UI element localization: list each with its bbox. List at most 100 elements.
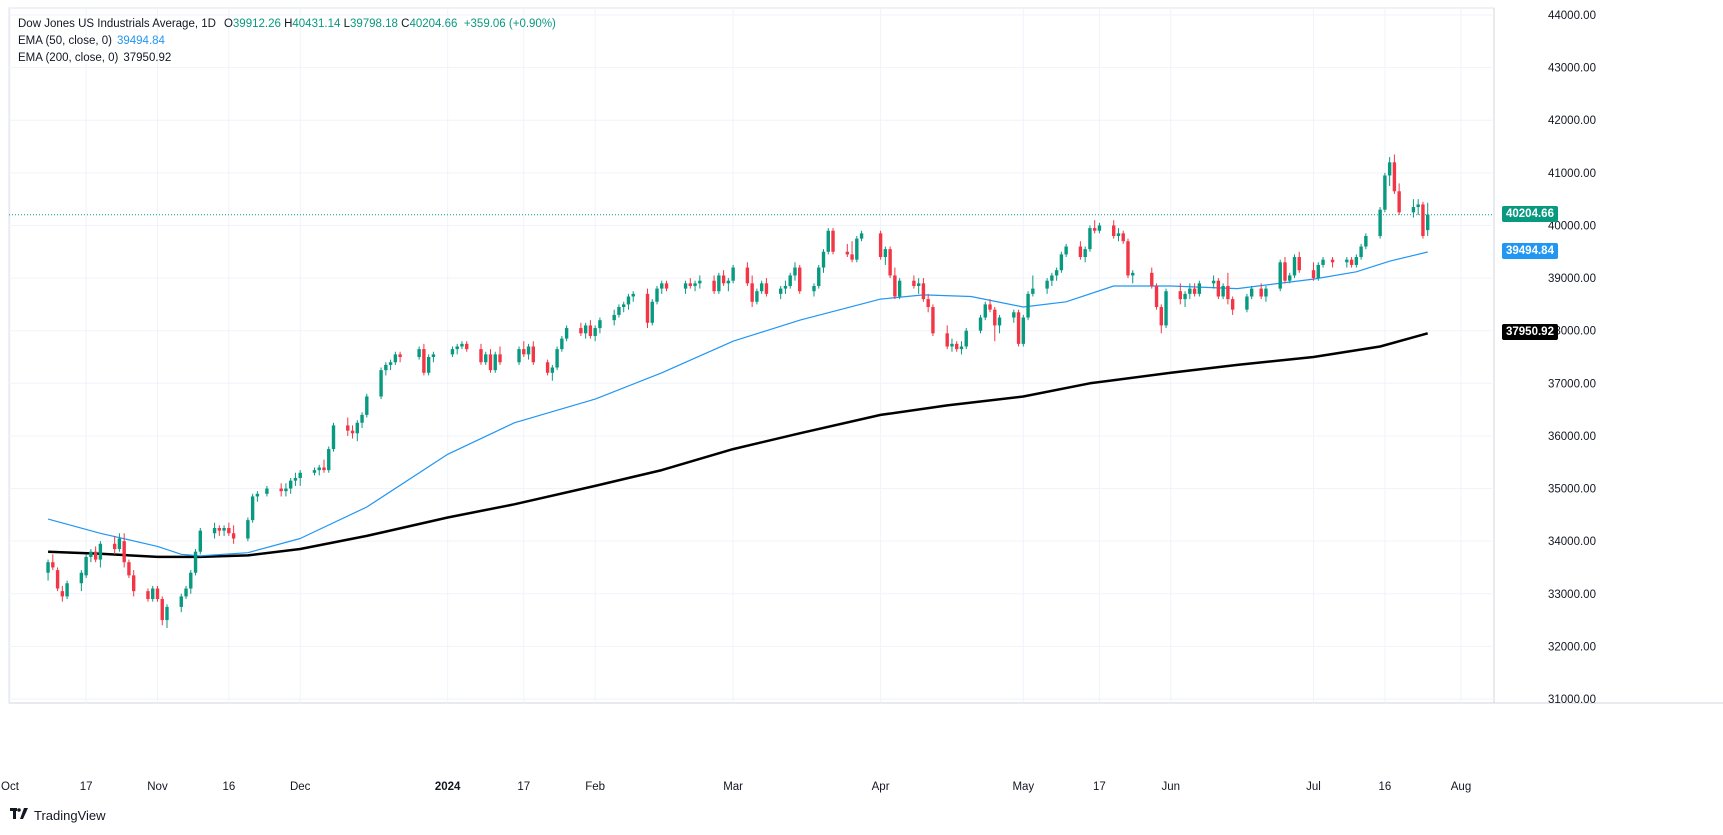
candle: [1392, 154, 1397, 194]
candle-body: [622, 304, 626, 308]
candle: [122, 533, 126, 568]
candle-body: [783, 285, 788, 289]
candle: [331, 422, 336, 452]
candle-body: [365, 396, 369, 415]
x-tick-label: Nov: [147, 781, 168, 793]
candle: [817, 264, 821, 289]
legend-ema200-row[interactable]: EMA (200, close, 0) 37950.92: [18, 50, 556, 67]
ema200-price-tag: 37950.92: [1502, 324, 1558, 341]
ema50-price-tag: 39494.84: [1502, 243, 1558, 260]
candle-body: [184, 588, 188, 597]
candle-body: [522, 349, 526, 355]
candle: [993, 307, 997, 342]
candle-body: [284, 488, 288, 492]
candle: [1288, 272, 1292, 284]
candle-body: [1283, 262, 1287, 281]
candle: [1345, 257, 1349, 268]
candle-body: [988, 304, 992, 310]
candle: [84, 554, 88, 578]
candle-body: [897, 280, 902, 297]
candle: [112, 535, 117, 555]
time-axis[interactable]: Oct 17 Nov 16 Dec 2024 17 Feb Mar Apr May 17 Jun Jul 1…: [1, 781, 1471, 793]
chart-legend: Dow Jones US Industrials Average, 1D O39…: [18, 16, 556, 67]
candle-body: [84, 556, 88, 576]
ema200-line-layer: [48, 332, 1429, 559]
y-tick-label: 44000.00: [1548, 10, 1596, 22]
candle: [1226, 272, 1230, 305]
y-tick-label: 38000.00: [1548, 326, 1596, 338]
candle-body: [398, 354, 402, 357]
candle: [246, 517, 250, 542]
y-tick-label: 42000.00: [1548, 115, 1596, 127]
candle-body: [812, 285, 816, 292]
candle: [1216, 278, 1221, 300]
candle-body: [146, 591, 150, 600]
ema-line: [48, 332, 1429, 559]
candle: [312, 467, 317, 476]
candle: [55, 567, 60, 592]
candle-body: [1297, 257, 1301, 271]
candle-body: [793, 267, 797, 276]
candle: [950, 338, 954, 352]
candle-body: [859, 233, 864, 239]
candle: [745, 262, 750, 286]
candle-body: [488, 354, 493, 371]
candle-body: [978, 317, 983, 331]
candle: [1026, 291, 1030, 321]
candle: [1249, 285, 1254, 300]
low-value: 39798.18: [349, 18, 398, 30]
symbol-title[interactable]: Dow Jones US Industrials Average, 1D: [18, 18, 216, 30]
candle: [1016, 309, 1021, 347]
candle: [831, 228, 835, 255]
candle: [460, 341, 464, 350]
candle-body: [155, 588, 160, 600]
candle-body: [122, 541, 126, 563]
candle-body: [1364, 235, 1368, 247]
last-price-tag: 40204.66: [1502, 205, 1558, 222]
candle: [212, 522, 217, 539]
candle: [222, 525, 226, 536]
candle: [360, 412, 364, 429]
legend-ema50-row[interactable]: EMA (50, close, 0) 39494.84: [18, 33, 556, 50]
candle-body: [93, 551, 98, 560]
candle: [660, 280, 664, 294]
y-tick-label: 31000.00: [1548, 694, 1596, 706]
candle-body: [212, 528, 217, 534]
candle: [1050, 272, 1054, 286]
candle: [859, 230, 864, 242]
price-axis[interactable]: 31000.00 32000.00 33000.00 34000.00 35000.00…: [1548, 10, 1596, 706]
candle: [127, 559, 131, 578]
candle-body: [455, 346, 459, 350]
candle-body: [683, 283, 688, 289]
ema-line: [47, 251, 1428, 557]
candle-body: [1321, 259, 1325, 265]
candle: [417, 346, 421, 360]
candle-body: [598, 320, 602, 329]
change-value: +359.06 (+0.90%): [463, 18, 556, 30]
candle: [764, 278, 769, 297]
candle-body: [360, 414, 364, 423]
candle: [622, 301, 626, 313]
candle: [1359, 243, 1363, 260]
candle: [793, 262, 797, 281]
candle: [1316, 262, 1320, 281]
candle-body: [65, 583, 69, 597]
candle: [526, 343, 531, 360]
candle: [1045, 278, 1049, 294]
candle-body: [417, 349, 421, 357]
candle-body: [293, 478, 298, 481]
candle-body: [127, 562, 131, 576]
candle: [588, 320, 593, 339]
candle-body: [1345, 259, 1349, 263]
candle: [1397, 183, 1401, 215]
candle-body: [1226, 285, 1230, 300]
candle-body: [1150, 272, 1154, 286]
y-tick-label: 36000.00: [1548, 431, 1596, 443]
candle-body: [721, 275, 726, 284]
candle: [988, 299, 992, 313]
candle: [945, 325, 949, 350]
candle-body: [926, 299, 930, 308]
candle-body: [493, 354, 497, 371]
tradingview-brand[interactable]: TradingView: [10, 808, 106, 823]
